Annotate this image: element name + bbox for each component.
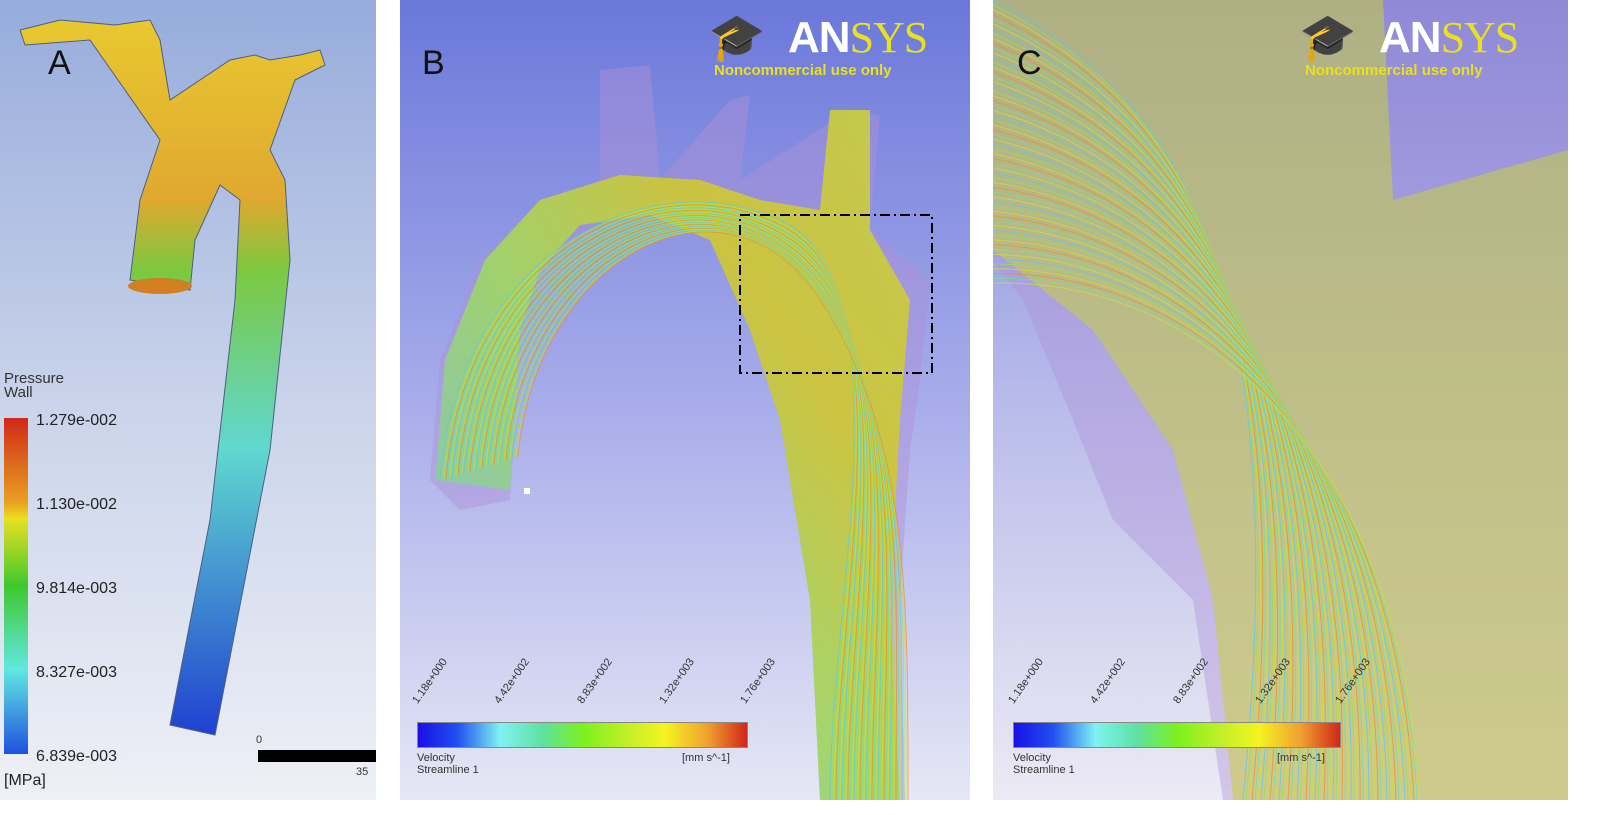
streamline: [483, 220, 881, 800]
streamline: [993, 162, 1346, 800]
scale-bar: [258, 750, 376, 762]
legend-tick: 9.814e-003: [36, 580, 117, 597]
panel-label: A: [48, 44, 71, 82]
streamline: [491, 223, 886, 800]
streamline: [993, 263, 1409, 800]
panel-label: C: [1017, 44, 1042, 82]
streamline: [993, 215, 1379, 800]
streamline: [993, 220, 1382, 800]
streamline: [993, 186, 1361, 800]
streamline: [493, 223, 888, 800]
streamline: [489, 222, 885, 800]
streamline: [463, 212, 868, 800]
streamline: [475, 217, 876, 800]
streamline: [443, 203, 857, 800]
scale-bar-start: 0: [256, 734, 263, 746]
legend-tick: 6.839e-003: [36, 748, 117, 765]
aorta-pressure-render: [19, 19, 326, 736]
zoom-region-box: [739, 214, 933, 374]
streamline: [993, 172, 1352, 800]
legend-title: Pressure Wall: [4, 370, 65, 401]
streamline: [449, 206, 861, 800]
streamline: [455, 209, 864, 800]
streamline: [993, 229, 1388, 800]
streamline: [457, 209, 865, 800]
streamline: [993, 244, 1397, 800]
streamline: [993, 239, 1394, 800]
streamline: [453, 208, 863, 800]
panel-b-streamlines: B 🎓 ANSYS Noncommercial use only 1.18e+0…: [400, 0, 970, 800]
velocity-colorbar: [1013, 722, 1341, 748]
panel-a-pressure: A Pressure Wall 1.279e-002 1.130e-002 9.8…: [0, 0, 376, 800]
streamline: [993, 249, 1400, 800]
streamline: [445, 204, 858, 800]
streamline: [993, 181, 1358, 800]
streamline: [993, 273, 1415, 800]
streamline: [993, 210, 1376, 800]
streamline: [441, 202, 856, 800]
legend-title: Velocity Streamline 1: [1013, 752, 1075, 776]
streamline: [447, 205, 859, 800]
streamline: [993, 225, 1385, 800]
graduation-cap-icon: 🎓: [1299, 11, 1357, 63]
velocity-colorbar: [417, 722, 748, 748]
panel-label: B: [422, 44, 445, 82]
streamline: [481, 219, 879, 800]
streamline: [495, 224, 889, 800]
streamline: [993, 167, 1349, 800]
streamline: [993, 196, 1367, 800]
streamline: [459, 210, 866, 800]
streamline: [485, 221, 882, 800]
pressure-colorbar: [4, 418, 28, 754]
legend-unit: [mm s^-1]: [1277, 752, 1325, 764]
streamline: [993, 277, 1418, 800]
streamline: [469, 215, 872, 800]
streamline: [479, 218, 878, 800]
streamline: [993, 258, 1406, 800]
streamline: [993, 177, 1355, 800]
streamline: [993, 234, 1391, 800]
streamline: [993, 201, 1370, 800]
legend-unit: [MPa]: [4, 772, 46, 789]
aorta-streamline-render: [430, 65, 933, 800]
streamline: [467, 214, 871, 800]
streamline: [477, 218, 877, 800]
legend-tick: 8.327e-003: [36, 664, 117, 681]
scale-bar-end: 35: [356, 766, 369, 778]
streamline: [439, 201, 855, 800]
streamline: [993, 157, 1343, 800]
streamline: [465, 213, 869, 800]
streamline: [517, 231, 909, 800]
legend-tick: 1.279e-002: [36, 412, 117, 429]
streamline: [993, 205, 1373, 800]
streamline: [471, 215, 873, 800]
streamline: [993, 282, 1421, 800]
legend-tick: 1.130e-002: [36, 496, 117, 513]
streamline: [451, 207, 862, 800]
streamline: [497, 225, 891, 800]
streamline: [461, 211, 867, 800]
legend-title: Velocity Streamline 1: [417, 752, 479, 776]
graduation-cap-icon: 🎓: [708, 11, 766, 63]
streamline: [993, 191, 1364, 800]
streamline: [993, 253, 1403, 800]
streamline: [487, 221, 884, 800]
streamline: [473, 216, 874, 800]
streamline: [993, 268, 1412, 800]
zoomed-streamline-render: [993, 0, 1568, 800]
legend-unit: [mm s^-1]: [682, 752, 730, 764]
panel-c-zoomed-streamlines: C 🎓 ANSYS Noncommercial use only 1.18e+0…: [993, 0, 1568, 800]
